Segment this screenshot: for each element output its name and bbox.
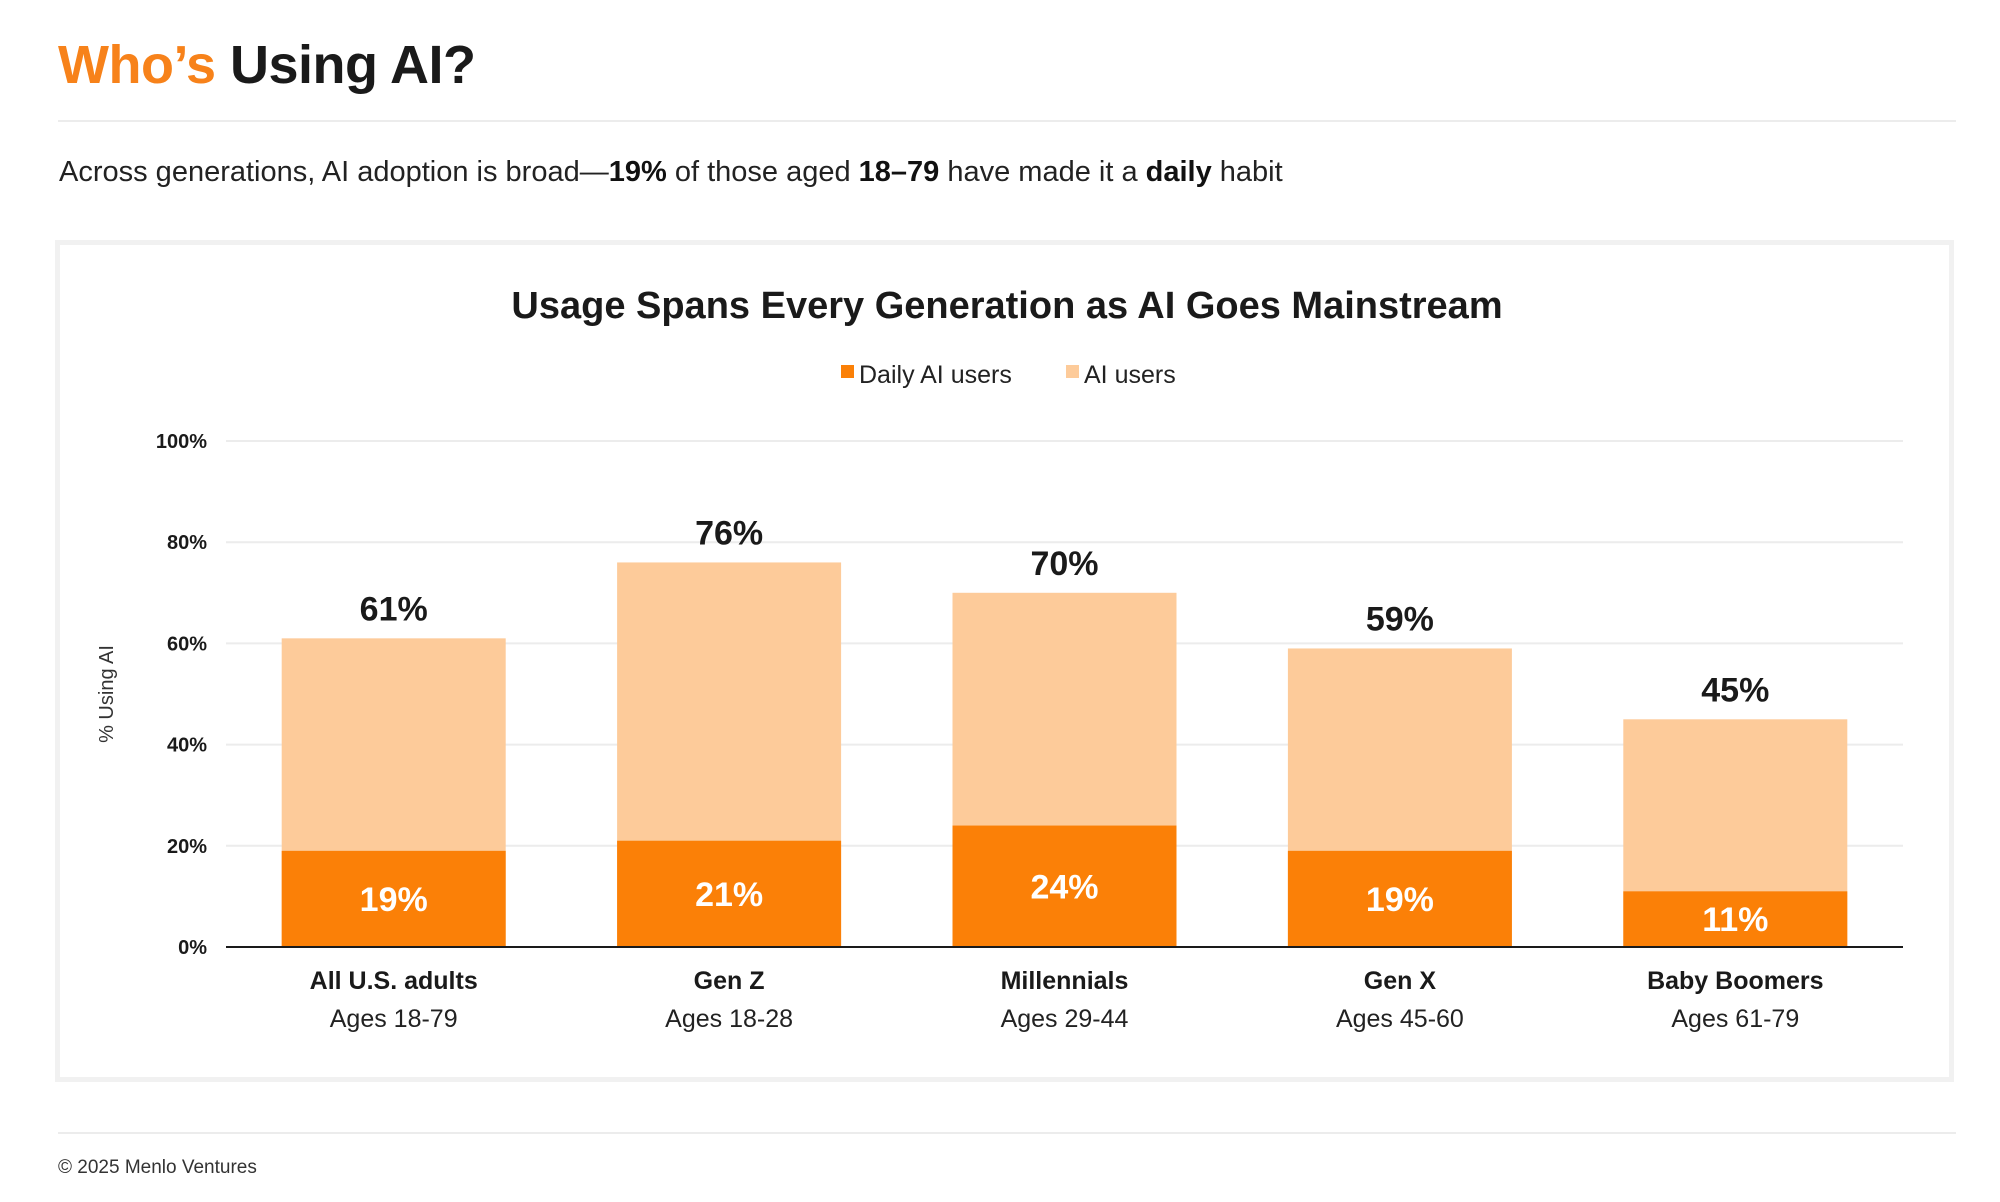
data-label-daily-users: 21% (695, 876, 763, 914)
legend-swatch-users (1066, 365, 1079, 378)
chart-title: Usage Spans Every Generation as AI Goes … (511, 285, 1502, 327)
y-axis-label: % Using AI (96, 645, 118, 743)
data-label-ai-users: 61% (360, 590, 428, 628)
subtitle-daily-word: daily (1145, 156, 1212, 188)
y-tick-label: 60% (167, 633, 207, 655)
page-title: Who’s Using AI? (58, 34, 476, 96)
data-label-ai-users: 76% (695, 514, 763, 552)
data-label-daily-users: 24% (1030, 868, 1098, 906)
subtitle-text-1: Across generations, AI adoption is broad… (59, 156, 609, 188)
bar-daily-users (952, 825, 1177, 947)
subtitle-daily-share: 19% (608, 156, 667, 188)
page-title-accent: Who’s (58, 35, 216, 95)
y-tick-label: 0% (178, 937, 207, 959)
data-label-ai-users: 45% (1701, 671, 1769, 709)
data-label-ai-users: 59% (1366, 600, 1434, 638)
subtitle-text-3: have made it a (939, 156, 1146, 188)
legend-swatch-daily (841, 365, 854, 378)
subtitle-text-4: habit (1211, 156, 1283, 188)
x-tick-label: Gen X (1364, 967, 1437, 995)
header-divider (58, 120, 1956, 122)
y-tick-label: 20% (167, 836, 207, 858)
y-tick-label: 40% (167, 735, 207, 757)
x-tick-sublabel: Ages 18-28 (665, 1005, 793, 1033)
data-label-daily-users: 19% (1366, 881, 1434, 919)
bar-daily-users (281, 850, 506, 947)
y-tick-label: 80% (167, 532, 207, 554)
bar-daily-users (1287, 850, 1512, 947)
bar-daily-users (617, 840, 842, 947)
subtitle-text-2: of those aged (666, 156, 859, 188)
legend-label-daily: Daily AI users (859, 361, 1012, 389)
data-label-daily-users: 19% (360, 881, 428, 919)
x-tick-sublabel: Ages 45-60 (1336, 1005, 1464, 1033)
y-tick-label: 100% (156, 431, 207, 453)
bar-daily-users (1623, 891, 1848, 947)
page-title-rest: Using AI? (230, 35, 476, 95)
legend-label-users: AI users (1084, 361, 1176, 389)
x-tick-sublabel: Ages 18-79 (330, 1005, 458, 1033)
data-label-daily-users: 11% (1702, 901, 1768, 939)
subtitle-age-range: 18–79 (858, 156, 940, 188)
x-tick-label: All U.S. adults (310, 967, 478, 995)
page-subtitle: Across generations, AI adoption is broad… (59, 156, 1283, 189)
x-tick-label: Baby Boomers (1647, 967, 1823, 995)
x-tick-sublabel: Ages 61-79 (1671, 1005, 1799, 1033)
x-tick-sublabel: Ages 29-44 (1001, 1005, 1129, 1033)
x-tick-label: Gen Z (694, 967, 765, 995)
x-tick-label: Millennials (1001, 967, 1129, 995)
footer-divider (58, 1132, 1956, 1134)
data-label-ai-users: 70% (1030, 545, 1098, 583)
copyright-note: © 2025 Menlo Ventures (58, 1157, 257, 1178)
